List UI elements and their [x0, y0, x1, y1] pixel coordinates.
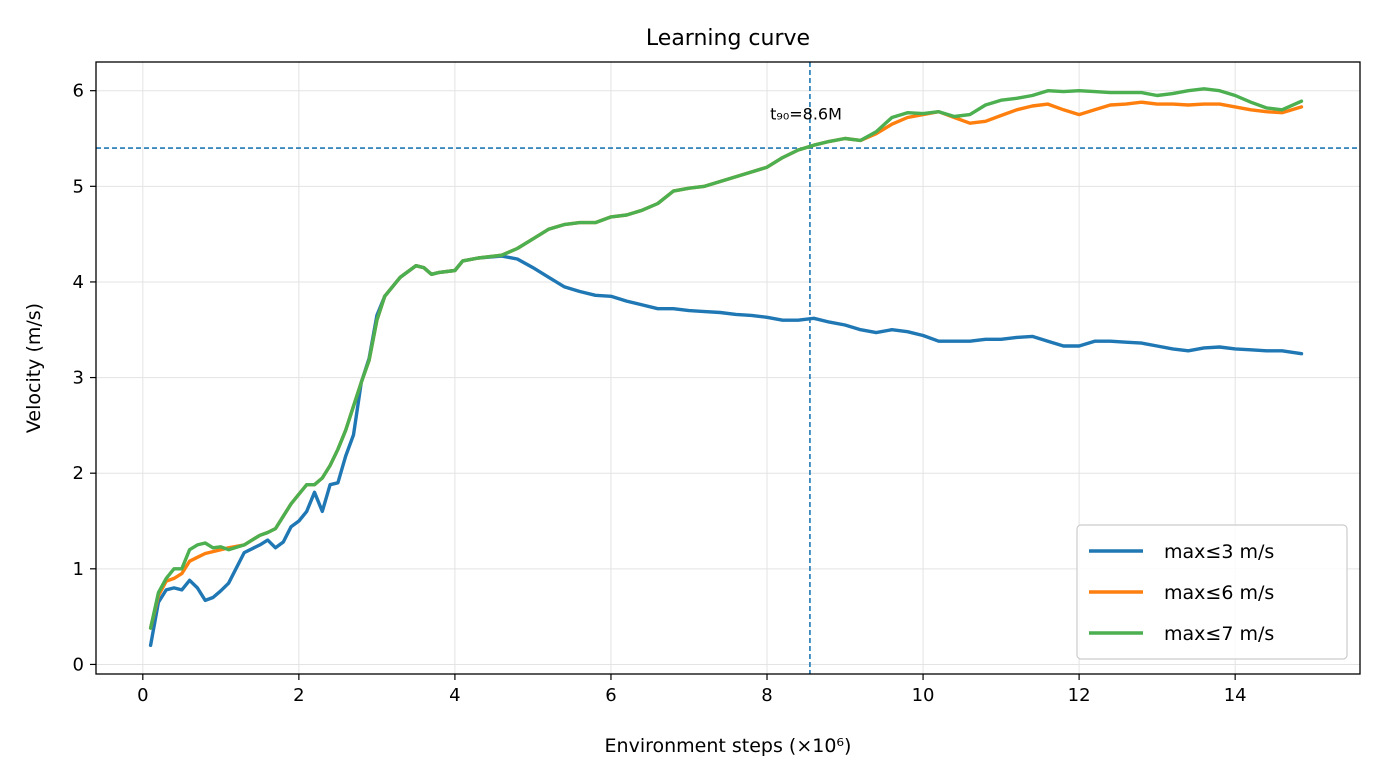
legend-label: max≤3 m/s [1164, 541, 1274, 563]
y-tick-label: 0 [73, 654, 84, 675]
y-tick-label: 2 [73, 463, 84, 484]
x-tick-label: 8 [761, 685, 772, 706]
x-tick-label: 0 [137, 685, 148, 706]
legend: max≤3 m/s max≤6 m/s max≤7 m/s [1076, 524, 1348, 660]
chart-title: Learning curve [646, 26, 810, 51]
y-tick-label: 6 [73, 81, 84, 102]
x-tick-label: 10 [912, 685, 935, 706]
series-lines [148, 87, 1304, 647]
x-tick-label: 2 [293, 685, 304, 706]
series-line-1 [148, 254, 1304, 647]
y-tick-label: 4 [73, 272, 84, 293]
y-tick-label: 3 [73, 368, 84, 389]
reference-lines [96, 62, 1360, 674]
plot-frame [95, 61, 1361, 675]
x-tick-label: 6 [605, 685, 616, 706]
y-tick-label: 5 [73, 176, 84, 197]
x-tick-label: 12 [1068, 685, 1091, 706]
x-axis-label: Environment steps (×10⁶) [605, 735, 852, 757]
t90-annotation: t₉₀=8.6M [770, 105, 842, 124]
y-axis-label: Velocity (m/s) [23, 303, 45, 433]
legend-label: max≤6 m/s [1164, 582, 1274, 604]
x-tick-label: 4 [449, 685, 460, 706]
legend-label: max≤7 m/s [1164, 623, 1274, 645]
x-tick-label: 14 [1224, 685, 1247, 706]
y-tick-label: 1 [73, 559, 84, 580]
series-line-3 [148, 87, 1304, 630]
legend-box [1076, 524, 1348, 660]
